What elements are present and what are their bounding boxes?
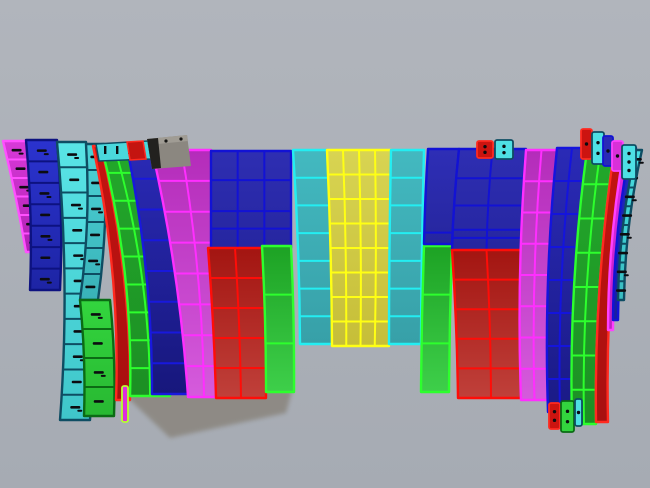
plate-tab-sliver-magenta-bottom-left bbox=[121, 385, 129, 423]
panel-id-mark bbox=[91, 207, 102, 211]
plate-strip-left-block-blue bbox=[209, 149, 293, 250]
plate-strip-left-block-red bbox=[206, 246, 268, 400]
panel-id-mark bbox=[38, 170, 49, 174]
panel-id-mark bbox=[72, 229, 83, 232]
panel-id-mark bbox=[36, 149, 47, 152]
plate-strip-center-col-cyan-right bbox=[387, 148, 426, 346]
panel-id-mark bbox=[40, 256, 51, 260]
plate-strip-center-col-cyan-left bbox=[291, 148, 334, 346]
panel-id-mark bbox=[73, 330, 84, 333]
plate-tab-tab-red-top-right bbox=[580, 128, 593, 160]
plate-tab-tab-green-bottom-right bbox=[560, 400, 575, 433]
surface-top-edge bbox=[95, 140, 152, 162]
panel-id-mark bbox=[616, 270, 627, 274]
panel-id-mark bbox=[93, 371, 104, 374]
panel-id-mark bbox=[618, 251, 629, 255]
panel-id-mark bbox=[67, 153, 78, 156]
panel-id-mark bbox=[40, 235, 51, 238]
panel-id-mark bbox=[88, 259, 99, 263]
panel-id-mark bbox=[624, 195, 635, 199]
plate-strip-center-col-yellow bbox=[325, 148, 393, 348]
top-edge-red-bit bbox=[126, 140, 147, 161]
panel-id-mark bbox=[11, 148, 22, 152]
plate-strip-center-col-green-right bbox=[419, 244, 454, 394]
panel-id-mark bbox=[39, 277, 50, 281]
panel-id-mark bbox=[39, 192, 50, 195]
plate-tab-tab-cyan-bottom-right bbox=[574, 398, 583, 427]
panel-id-mark bbox=[15, 167, 26, 170]
panel-id-mark bbox=[73, 254, 84, 257]
plate-strip-right-block-blue bbox=[450, 147, 528, 252]
plate-strip-left-col-green bbox=[260, 244, 296, 394]
plate-strip-left-col-blue-labeled bbox=[24, 138, 63, 292]
panel-id-mark bbox=[622, 214, 633, 217]
panel-id-mark bbox=[19, 185, 30, 189]
panel-id-mark bbox=[70, 203, 81, 207]
plate-tab-tab-cyan-top-left bbox=[494, 139, 514, 160]
plate-tab-tab-cyan-top-right2 bbox=[621, 144, 637, 180]
panel-id-mark bbox=[91, 181, 102, 185]
plate-tab-tab-cyan-top-right bbox=[591, 131, 605, 165]
panel-id-mark bbox=[72, 355, 83, 359]
gray-box bbox=[147, 135, 191, 169]
plate-strip-right-col-green bbox=[570, 148, 616, 426]
panel-id-mark bbox=[90, 233, 101, 237]
panel-id-mark bbox=[90, 313, 101, 316]
panel-id-mark bbox=[40, 213, 51, 217]
panel-id-mark bbox=[92, 342, 103, 345]
plate-tab-tab-red-bottom-right bbox=[548, 402, 561, 430]
panel-id-mark bbox=[73, 279, 84, 283]
panel-id-mark bbox=[616, 289, 627, 292]
panel-id-mark bbox=[85, 285, 96, 289]
plate-strip-left-col-green-labeled bbox=[78, 298, 116, 418]
plate-tab-tab-red-top-left bbox=[476, 140, 494, 159]
panel-id-mark bbox=[69, 178, 80, 182]
panel-id-mark bbox=[619, 232, 630, 236]
plate-strip-right-block-red bbox=[450, 248, 526, 400]
panel-id-mark bbox=[71, 380, 82, 384]
panel-id-mark bbox=[93, 400, 104, 403]
panel-id-mark bbox=[70, 405, 81, 409]
